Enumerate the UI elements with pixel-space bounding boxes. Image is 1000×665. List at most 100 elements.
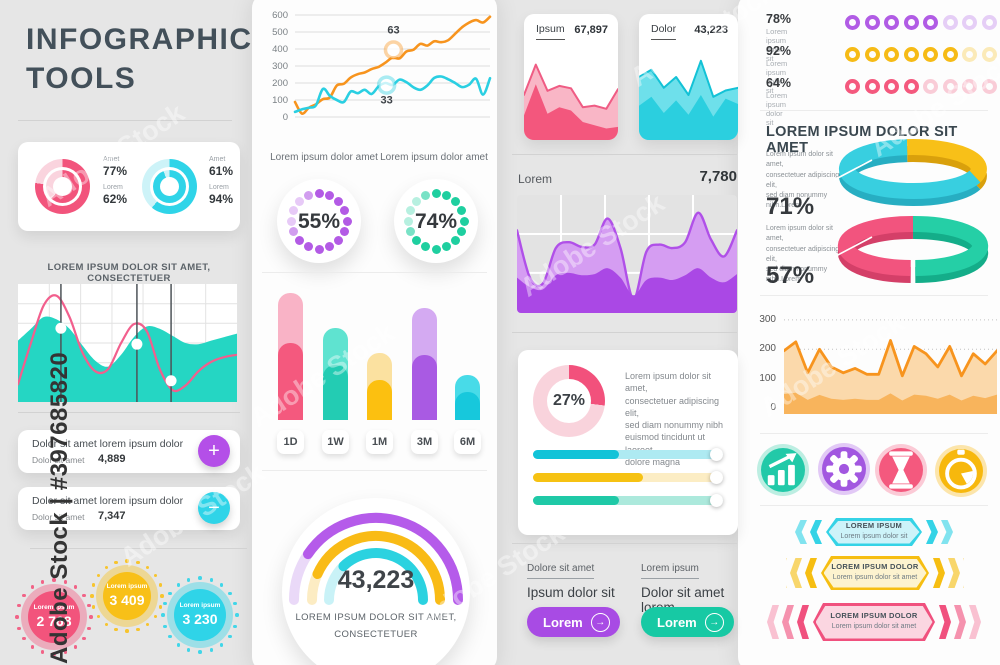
- icon-button[interactable]: [757, 444, 809, 496]
- donut-27: 27%: [533, 365, 605, 437]
- donut-dot: [303, 190, 313, 200]
- banner-subtitle: Lorem ipsum dolor sit amet: [832, 574, 918, 581]
- y-tick: 600: [272, 10, 288, 21]
- ring-row-pct: 92%: [766, 44, 792, 58]
- time-button-1w[interactable]: 1W: [322, 430, 349, 454]
- donut-dot: [342, 216, 352, 226]
- minus-button[interactable]: −: [198, 492, 230, 524]
- y-tick: 400: [272, 44, 288, 55]
- stat-label: Amet: [209, 156, 226, 163]
- progress-ring: [884, 47, 899, 62]
- ring-row-label: Lorem ipsum dolor sit: [766, 91, 788, 127]
- chevron-right-icon: [941, 520, 953, 544]
- ring-row-pct: 64%: [766, 76, 792, 90]
- arrow-banner: LOREM IPSUM DOLOR Lorem ipsum dolor sit a…: [786, 556, 964, 590]
- footer-button-1[interactable]: Lorem →: [527, 607, 620, 637]
- donut-value: 74%: [414, 210, 458, 233]
- list-card: Dolor sit amet lorem ipsum dolor Dolor si…: [18, 430, 240, 473]
- badge-value: 3 230: [182, 611, 218, 627]
- ring-row-pct: 78%: [766, 12, 792, 26]
- banner-hexagon: [813, 603, 935, 641]
- area-line-chart: [18, 284, 237, 402]
- banner-hexagon: [826, 518, 922, 546]
- slider-knob[interactable]: [710, 494, 723, 507]
- progress-ring: [981, 47, 997, 62]
- stat-figures: Amet 77% Lorem 62%: [103, 156, 149, 212]
- chevron-right-icon: [954, 605, 966, 639]
- time-button-3m[interactable]: 3M: [411, 430, 438, 454]
- paragraph-line: nibh.Lorem: [766, 202, 802, 210]
- icon-button[interactable]: [875, 444, 927, 496]
- progress-ring: [864, 15, 880, 30]
- donut-dot: [340, 227, 350, 237]
- donut-hole: [547, 379, 591, 423]
- hourglass-icon: [889, 451, 913, 489]
- donut-dot: [431, 188, 441, 198]
- donut-stats-card: Amet 77% Lorem 62% Amet 61% Lorem 94%: [18, 142, 240, 231]
- slider-track[interactable]: [533, 471, 723, 484]
- footer-heading: Dolore sit amet: [527, 563, 595, 579]
- progress-ring: [981, 15, 997, 30]
- slider-track[interactable]: [533, 494, 723, 507]
- slider-knob[interactable]: [710, 448, 723, 461]
- badge-label: Lorem ipsum: [179, 602, 221, 609]
- banner-subtitle: Lorem ipsum dolor sit amet: [831, 623, 917, 630]
- time-button-1d[interactable]: 1D: [277, 430, 304, 454]
- divider: [262, 272, 487, 273]
- footer-text: Ipsum dolor sit: [527, 585, 615, 600]
- mini-card-chart: [524, 58, 618, 140]
- orange-area-chart: [784, 314, 997, 414]
- stat-label: Lorem: [103, 184, 123, 191]
- trend-label: Lorem: [518, 172, 553, 186]
- donut-dot: [334, 196, 344, 206]
- mini-card-value: 43,223: [694, 24, 728, 36]
- donut-dot: [294, 196, 304, 206]
- footer-column: Dolore sit amet Ipsum dolor sit: [527, 558, 637, 600]
- paragraph-line: nibh.Lorem: [766, 276, 802, 284]
- list-card-value: 7,347: [98, 510, 126, 522]
- stat-value: 61%: [209, 164, 234, 178]
- time-button-6m[interactable]: 6M: [454, 430, 481, 454]
- footer-button-2[interactable]: Lorem →: [641, 607, 734, 637]
- icon-button[interactable]: [935, 445, 987, 497]
- progress-ring: [981, 79, 997, 94]
- chart-increase-icon-bg: [761, 448, 805, 492]
- progress-ring: [923, 47, 938, 62]
- banner-title: LOREM IPSUM: [845, 521, 903, 530]
- badge-label: Lorem ipsum: [106, 583, 148, 590]
- donut-dot: [325, 242, 335, 252]
- divider: [512, 332, 737, 333]
- chevron-left-icon: [795, 520, 807, 544]
- chart-caption-1: Lorem ipsum dolor amet: [270, 152, 378, 163]
- chevron-left-icon: [790, 558, 802, 588]
- time-button-1m[interactable]: 1M: [366, 430, 393, 454]
- stat-figures: Amet 61% Lorem 94%: [209, 156, 255, 212]
- donut3d-pct: 57%: [766, 262, 815, 289]
- donut-dot: [334, 236, 344, 246]
- chevron-left-icon: [782, 605, 794, 639]
- banner-hexagon: [821, 556, 929, 590]
- arrow-right-icon: →: [590, 612, 610, 632]
- plus-button[interactable]: +: [198, 435, 230, 467]
- arc-gauge: [276, 502, 476, 608]
- donut-dot: [442, 242, 452, 252]
- y-tick: 0: [282, 112, 288, 123]
- donut-progress-card: 27% Lorem ipsum dolor sit amet, consectet…: [518, 350, 738, 535]
- stat-donut: [35, 159, 90, 214]
- ring-row-label: Lorem ipsum dolor sit: [766, 59, 788, 95]
- footer-heading: Lorem ipsum: [641, 563, 699, 579]
- chevron-left-icon: [797, 605, 809, 639]
- slider-knob[interactable]: [710, 471, 723, 484]
- donut-dot: [286, 216, 296, 226]
- area-chart-title: LOREM IPSUM DOLOR SIT AMET, CONSECTETUER: [47, 262, 211, 284]
- badge-value: 2 768: [36, 613, 72, 629]
- divider: [760, 505, 988, 506]
- bar-dark: [278, 343, 303, 420]
- progress-ring: [962, 79, 977, 94]
- icon-button[interactable]: [818, 443, 870, 495]
- stat-value: 62%: [103, 192, 128, 206]
- slider-track[interactable]: [533, 448, 723, 461]
- title-line-1: INFOGRAPHIC: [26, 23, 253, 56]
- divider: [760, 295, 988, 296]
- banner-subtitle: Lorem ipsum dolor sit: [840, 533, 908, 540]
